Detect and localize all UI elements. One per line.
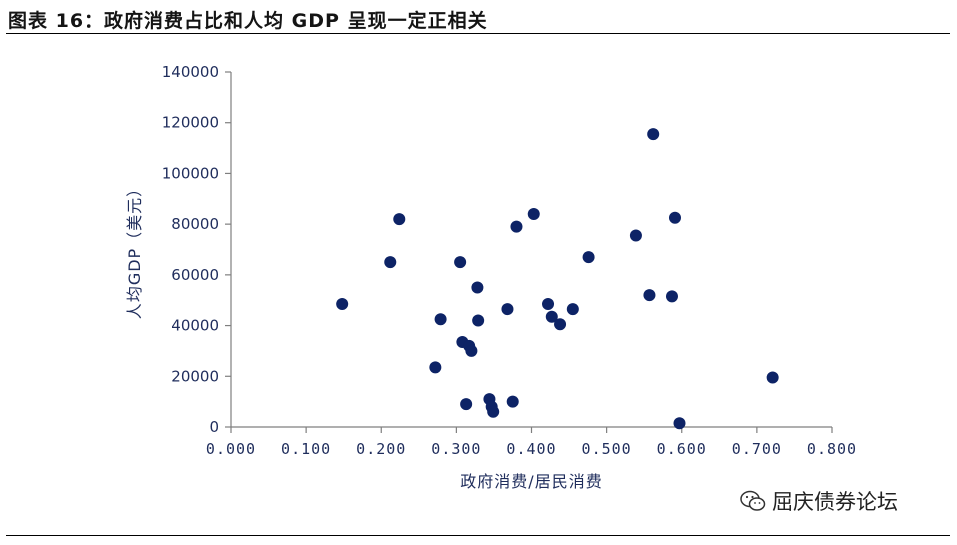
footer-divider — [6, 535, 950, 536]
data-points — [336, 128, 779, 430]
x-tick-label: 0.800 — [807, 440, 857, 458]
scatter-point — [665, 290, 678, 303]
scatter-point — [566, 303, 579, 316]
page-title: 图表 16：政府消费占比和人均 GDP 呈现一定正相关 — [8, 10, 488, 32]
x-tick-label: 0.100 — [281, 440, 331, 458]
watermark-text: 屈庆债券论坛 — [772, 490, 898, 514]
scatter-point — [554, 318, 567, 331]
y-tick-label: 40000 — [171, 317, 219, 335]
scatter-point — [434, 313, 447, 326]
scatter-point — [487, 405, 500, 418]
y-tick-label: 60000 — [171, 266, 219, 284]
x-tick-label: 0.000 — [206, 440, 256, 458]
y-tick-label: 20000 — [171, 367, 219, 385]
scatter-point — [629, 229, 642, 242]
x-axis-label: 政府消费/居民消费 — [460, 472, 602, 491]
scatter-point — [384, 256, 397, 269]
scatter-point — [582, 251, 595, 264]
scatter-point — [460, 398, 473, 411]
scatter-point — [471, 281, 484, 294]
chart-axes — [225, 71, 833, 433]
scatter-point — [393, 213, 406, 226]
scatter-point — [510, 220, 523, 233]
y-tick-labels: 0 20000 40000 60000 80000 100000 120000 140000 — [162, 63, 219, 436]
y-tick-label: 120000 — [162, 114, 219, 132]
y-axis-label: 人均GDP（美元） — [125, 180, 144, 319]
y-tick-label: 0 — [209, 418, 219, 436]
scatter-point — [454, 256, 467, 269]
scatter-point — [647, 128, 660, 141]
scatter-point — [336, 298, 349, 311]
x-tick-label: 0.200 — [356, 440, 406, 458]
scatter-point — [766, 371, 779, 384]
scatter-point — [668, 211, 681, 224]
scatter-point — [545, 310, 558, 323]
x-tick-label: 0.700 — [732, 440, 782, 458]
scatter-point — [527, 208, 540, 220]
y-tick-label: 80000 — [171, 215, 219, 233]
y-tick-label: 140000 — [162, 63, 219, 81]
scatter-point — [501, 303, 514, 316]
y-tick-label: 100000 — [162, 164, 219, 182]
x-tick-label: 0.500 — [582, 440, 632, 458]
scatter-point — [542, 298, 555, 311]
wechat-icon — [740, 490, 766, 511]
scatter-point — [673, 417, 686, 430]
scatter-point — [472, 314, 485, 327]
title-divider — [6, 33, 950, 34]
watermark: 屈庆债券论坛 — [740, 486, 898, 516]
x-tick-label: 0.400 — [506, 440, 556, 458]
scatter-point — [429, 361, 442, 374]
scatter-point — [465, 344, 478, 357]
x-tick-label: 0.300 — [431, 440, 481, 458]
x-tick-labels: 0.000 0.100 0.200 0.300 0.400 0.500 0.600 0.700… — [206, 440, 857, 458]
scatter-point — [506, 395, 519, 408]
x-tick-label: 0.600 — [657, 440, 707, 458]
scatter-point — [643, 289, 656, 302]
